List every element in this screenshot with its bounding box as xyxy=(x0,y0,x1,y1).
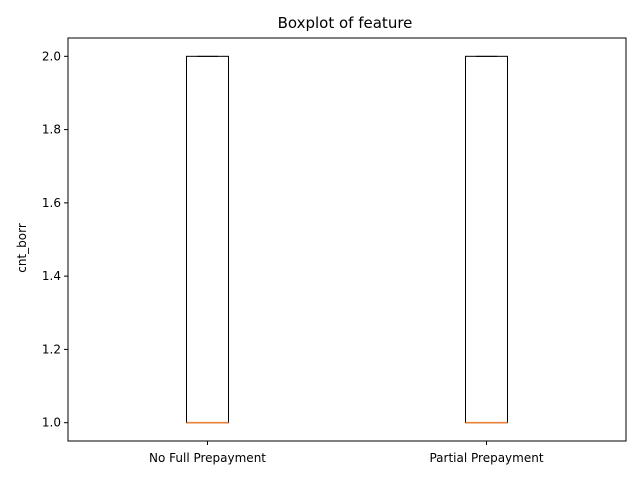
box-1 xyxy=(186,55,229,424)
x-tick-label: Partial Prepayment xyxy=(429,451,543,465)
y-tick-label: 1.6 xyxy=(42,196,61,210)
x-tick-label: No Full Prepayment xyxy=(149,451,266,465)
box-body xyxy=(186,55,229,424)
y-tick-label: 1.4 xyxy=(42,269,61,283)
box-body xyxy=(465,55,508,424)
box-2 xyxy=(465,55,508,424)
y-tick-label: 2.0 xyxy=(42,49,61,63)
plot-area-frame xyxy=(67,37,627,442)
y-tick-label: 1.0 xyxy=(42,416,61,430)
boxes-group xyxy=(186,55,508,424)
y-tick-label: 1.2 xyxy=(42,342,61,356)
y-axis-label: cnt_borr xyxy=(15,223,29,273)
y-tick-label: 1.8 xyxy=(42,123,61,137)
x-axis-ticks: No Full Prepayment Partial Prepayment xyxy=(149,441,544,465)
chart-title: Boxplot of feature xyxy=(278,14,413,32)
y-axis-ticks: 1.0 1.2 1.4 1.6 1.8 2.0 xyxy=(42,49,68,430)
